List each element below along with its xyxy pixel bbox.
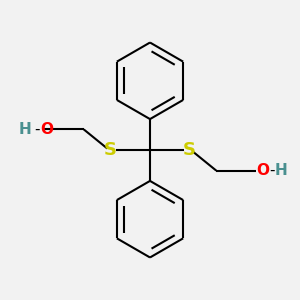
Text: S: S [183,141,196,159]
Text: H: H [275,163,287,178]
Text: -: - [269,163,275,178]
Text: O: O [256,163,269,178]
Text: O: O [40,122,53,137]
Text: H: H [19,122,31,137]
Text: -: - [34,122,39,137]
Text: S: S [104,141,117,159]
